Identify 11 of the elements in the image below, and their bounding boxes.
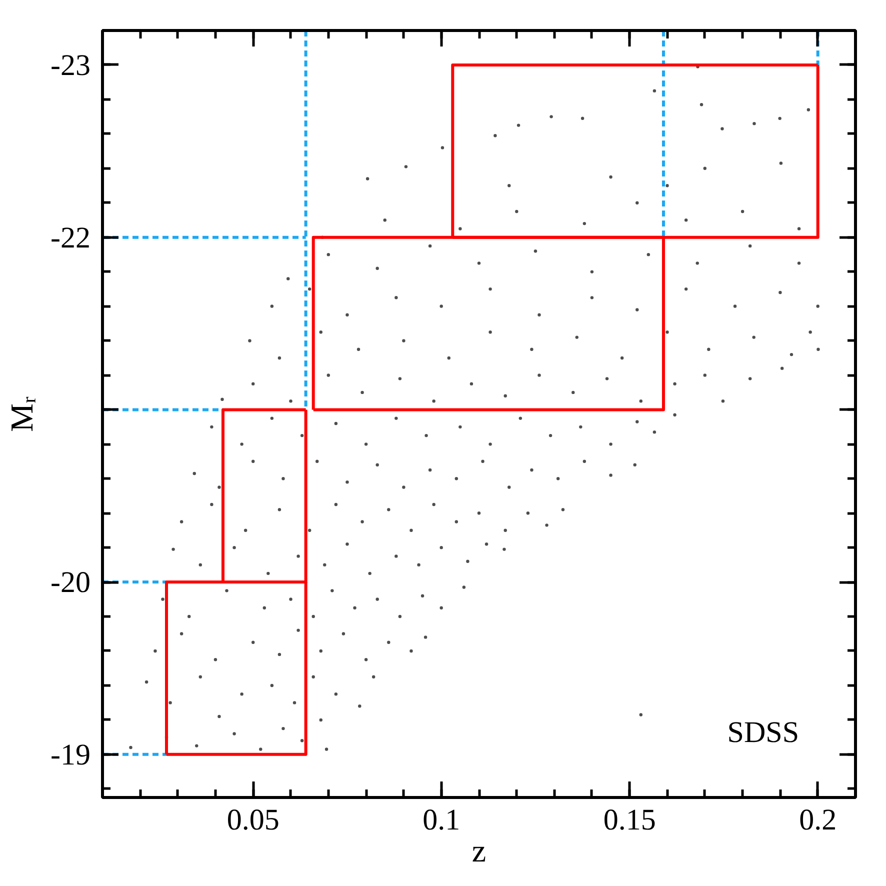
x-tick-label: 0.05 bbox=[226, 804, 280, 836]
y-tick-label: -20 bbox=[50, 566, 91, 600]
x-tick-label: 0.2 bbox=[799, 804, 837, 836]
y-axis-title: Mᵣ bbox=[4, 396, 40, 432]
x-tick-label: 0.1 bbox=[422, 804, 460, 836]
annotation: SDSS bbox=[727, 716, 800, 749]
y-tick-label: -22 bbox=[50, 221, 91, 254]
x-tick-label: 0.15 bbox=[603, 804, 656, 836]
y-tick-label: -23 bbox=[50, 48, 91, 82]
x-axis-title: z bbox=[472, 832, 486, 868]
y-tick-label: -19 bbox=[50, 738, 91, 772]
